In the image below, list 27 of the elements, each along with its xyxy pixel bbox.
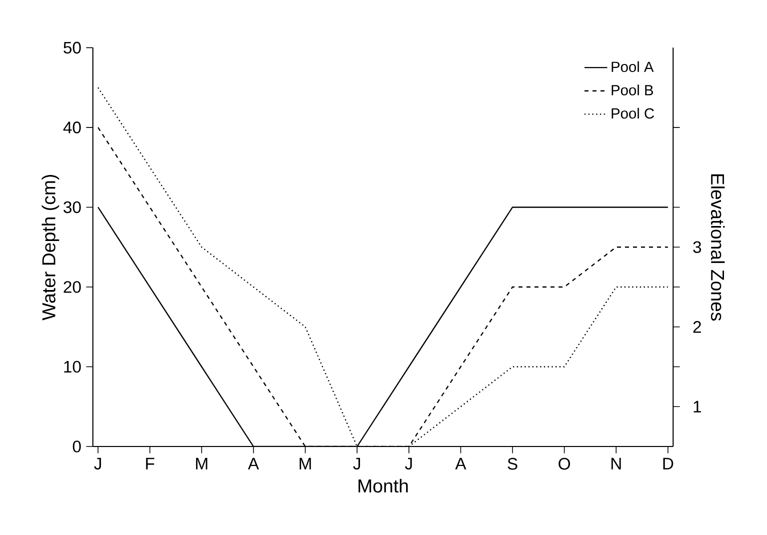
y2-tick-label: 1 <box>694 401 701 413</box>
x-tick-label: S <box>508 458 518 470</box>
x-tick-label: A <box>248 458 259 470</box>
x-tick-label: M <box>300 458 311 470</box>
x-tick-label: J <box>404 458 412 470</box>
x-tick-label: A <box>455 458 466 470</box>
x-tick-label: N <box>611 458 621 470</box>
y2-axis-title: Elevational Zones <box>710 174 725 321</box>
x-tick-label: D <box>663 458 674 470</box>
y-axis-title: Water Depth (cm) <box>42 175 60 321</box>
x-tick-label: J <box>353 458 360 470</box>
x-tick-label: J <box>94 458 101 470</box>
x-axis-title: Month <box>358 479 408 493</box>
legend-label: Pool A <box>612 61 654 72</box>
y-tick-label: 10 <box>64 361 81 373</box>
x-tick-label: M <box>196 458 208 470</box>
y2-tick-label: 2 <box>693 321 701 333</box>
y-tick-label: 0 <box>72 440 81 453</box>
x-tick-label: O <box>558 458 570 470</box>
legend-label: Pool B <box>612 84 653 96</box>
y-tick-label: 50 <box>64 42 81 54</box>
legend-label: Pool C <box>612 108 654 119</box>
x-tick-label: F <box>146 458 154 470</box>
y-tick-label: 40 <box>63 122 81 134</box>
y-tick-label: 30 <box>64 202 81 214</box>
y-tick-label: 20 <box>64 281 81 294</box>
y2-tick-label: 3 <box>693 241 702 254</box>
